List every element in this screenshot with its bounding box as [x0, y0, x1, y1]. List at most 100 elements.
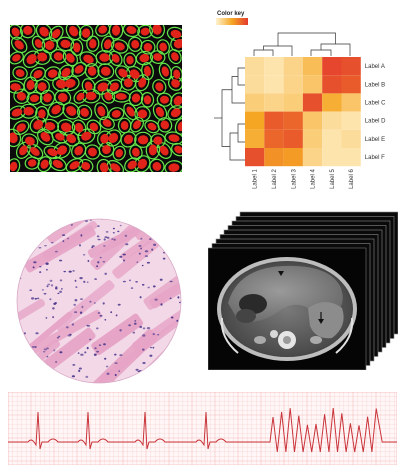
- tissue-nucleus: [17, 359, 20, 362]
- tissue-nucleus: [138, 245, 142, 247]
- cell-membrane: [39, 89, 56, 106]
- tissue-nucleus: [147, 369, 151, 372]
- cell-nucleus: [159, 42, 168, 52]
- cell-membrane: [37, 156, 52, 173]
- muscle-fiber: [98, 321, 179, 383]
- cell-nucleus: [99, 53, 110, 62]
- ct-scan-stack: [207, 208, 399, 371]
- tissue-nucleus: [85, 375, 89, 378]
- cell-nucleus: [12, 54, 21, 62]
- heatmap-cell: [283, 57, 303, 76]
- cell-nucleus: [152, 24, 162, 35]
- cell-nucleus: [16, 91, 26, 101]
- tissue-nucleus: [171, 259, 175, 262]
- colorkey-bar: [216, 18, 248, 25]
- tissue-nucleus: [79, 311, 83, 314]
- cell-nucleus: [34, 39, 43, 48]
- muscle-fiber: [179, 219, 181, 237]
- tissue-nucleus: [179, 241, 181, 244]
- tissue-nucleus: [56, 336, 60, 339]
- cell-membrane: [158, 62, 172, 81]
- cell-nucleus: [152, 161, 162, 171]
- heatmap-cell: [322, 148, 342, 167]
- cell-nucleus: [56, 145, 68, 156]
- tissue-nucleus: [169, 297, 172, 300]
- cell-nucleus: [160, 95, 169, 104]
- tissue-nucleus: [97, 261, 100, 264]
- tissue-nucleus: [135, 281, 138, 283]
- cell-membrane: [57, 119, 76, 136]
- tissue-nucleus: [75, 286, 78, 288]
- cell-membrane: [99, 116, 115, 130]
- tissue-nucleus: [31, 346, 35, 348]
- tissue-nucleus: [42, 351, 46, 353]
- muscle-fiber: [24, 311, 73, 354]
- cell-nucleus: [26, 80, 35, 90]
- tissue-nucleus: [167, 248, 170, 251]
- tissue-nucleus: [104, 272, 107, 275]
- cell-nucleus: [160, 120, 170, 130]
- cell-membrane: [76, 104, 93, 121]
- heatmap-cell: [341, 148, 361, 167]
- tissue-nucleus: [137, 222, 140, 224]
- tissue-nucleus: [26, 217, 29, 219]
- tissue-nucleus: [118, 370, 121, 372]
- tissue-nucleus: [17, 322, 18, 325]
- tissue-nucleus: [52, 307, 55, 310]
- cell-membrane: [54, 89, 72, 106]
- cell-membrane: [86, 35, 100, 52]
- cell-nucleus: [132, 147, 140, 157]
- cell-nucleus: [170, 29, 182, 39]
- tissue-nucleus: [102, 302, 105, 305]
- cell-nucleus: [47, 69, 58, 78]
- muscle-fiber: [17, 298, 46, 329]
- cell-nucleus: [115, 148, 123, 158]
- cell-nucleus: [66, 134, 77, 144]
- tissue-nucleus: [80, 353, 84, 356]
- tissue-nucleus: [32, 266, 35, 269]
- tissue-nucleus: [97, 312, 101, 314]
- tissue-nucleus: [86, 281, 89, 283]
- cell-nucleus: [161, 66, 170, 77]
- tissue-nucleus: [59, 279, 63, 282]
- cell-nucleus: [102, 145, 111, 155]
- cell-nucleus: [159, 145, 169, 156]
- tissue-nucleus: [151, 248, 154, 251]
- tissue-nucleus: [58, 374, 60, 376]
- cell-membrane: [70, 39, 84, 56]
- cell-nucleus: [126, 55, 134, 65]
- tissue-nucleus: [153, 243, 157, 246]
- ecg-grid: [7, 391, 398, 466]
- tissue-nucleus: [154, 298, 158, 301]
- tissue-nucleus: [148, 227, 151, 230]
- cell-nucleus: [153, 53, 163, 61]
- tissue-nucleus: [113, 238, 116, 241]
- heatmap-row-labels: Label A Label B Label C Label D Label E Label…: [365, 64, 386, 161]
- cell-nucleus: [40, 132, 51, 142]
- tissue-nucleus: [57, 292, 60, 295]
- tissue-nucleus: [66, 326, 69, 329]
- cell-nucleus: [126, 106, 135, 117]
- heatmap-cell: [264, 129, 284, 148]
- cell-membrane: [12, 66, 28, 81]
- heatmap-cell: [283, 148, 303, 167]
- heatmap-cell: [302, 75, 323, 94]
- spleen-region: [308, 302, 344, 339]
- cell-membrane: [168, 75, 183, 91]
- tissue-nucleus: [98, 344, 102, 347]
- tissue-nucleus: [133, 382, 136, 383]
- cell-nucleus: [51, 29, 61, 39]
- tissue-nucleus: [34, 346, 37, 348]
- tissue-nucleus: [174, 354, 177, 357]
- cell-membrane: [34, 78, 50, 95]
- cell-nucleus: [53, 52, 64, 61]
- cell-nucleus: [44, 40, 55, 50]
- cell-nucleus: [60, 122, 72, 132]
- tissue-nucleus: [142, 327, 146, 330]
- tissue-nucleus: [96, 350, 100, 353]
- tissue-nucleus: [159, 278, 163, 281]
- tissue-nucleus: [162, 257, 166, 260]
- tissue-nucleus: [40, 382, 44, 383]
- cell-membrane: [156, 92, 173, 107]
- cell-nucleus: [143, 42, 153, 52]
